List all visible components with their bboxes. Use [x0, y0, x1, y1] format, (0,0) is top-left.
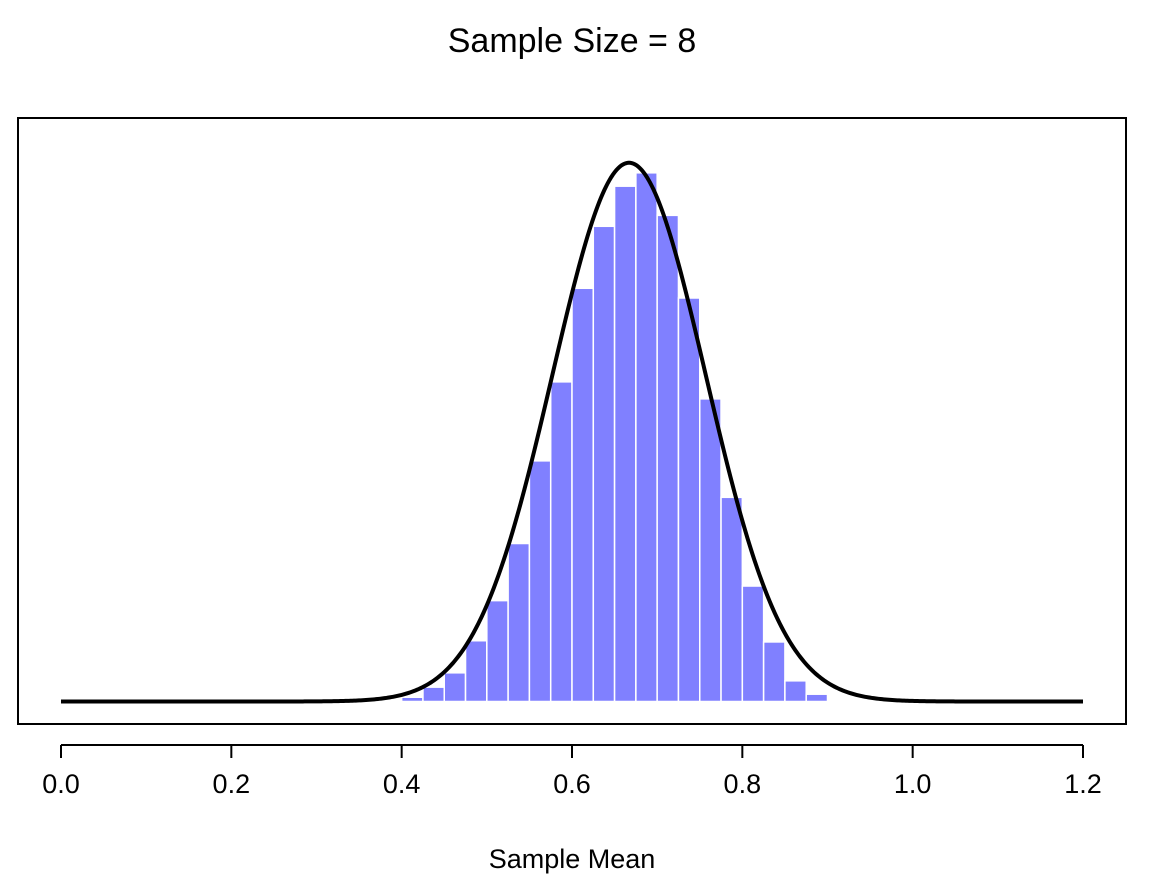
histogram-bar [464, 639, 488, 703]
x-tick-label: 0.2 [213, 769, 251, 799]
histogram-bar [443, 672, 467, 703]
plot-frame [17, 117, 1127, 725]
density-curve [61, 160, 1083, 704]
x-tick-label: 1.0 [894, 769, 932, 799]
histogram-bar [784, 680, 807, 703]
histogram-bar [635, 172, 658, 703]
x-tick-label: 0.0 [42, 769, 80, 799]
histogram-bar [656, 214, 680, 703]
chart-title: Sample Size = 8 [448, 22, 697, 60]
x-tick-label: 0.4 [383, 769, 421, 799]
histogram-bar [741, 585, 765, 703]
histogram-bar [528, 460, 552, 703]
histogram-bar [720, 496, 744, 703]
x-axis-label: Sample Mean [489, 844, 656, 874]
histogram-bar [507, 542, 531, 703]
histogram-bar [762, 641, 786, 703]
histogram-bar [677, 297, 701, 703]
histogram-bar [486, 599, 509, 703]
x-tick-label: 1.2 [1064, 769, 1102, 799]
x-tick-label: 0.8 [724, 769, 762, 799]
x-axis: 0.0 0.2 0.4 0.6 0.8 1.0 1.2 [42, 744, 1102, 799]
histogram-bar [549, 381, 573, 703]
histogram-bar [571, 287, 595, 703]
bars-group [400, 172, 829, 703]
histogram-bar [592, 225, 616, 703]
histogram-bar [422, 686, 446, 703]
histogram-bar [613, 185, 637, 703]
histogram-bar [400, 696, 424, 703]
histogram-bar [805, 693, 829, 703]
x-tick-label: 0.6 [553, 769, 591, 799]
histogram-bar [699, 398, 722, 703]
